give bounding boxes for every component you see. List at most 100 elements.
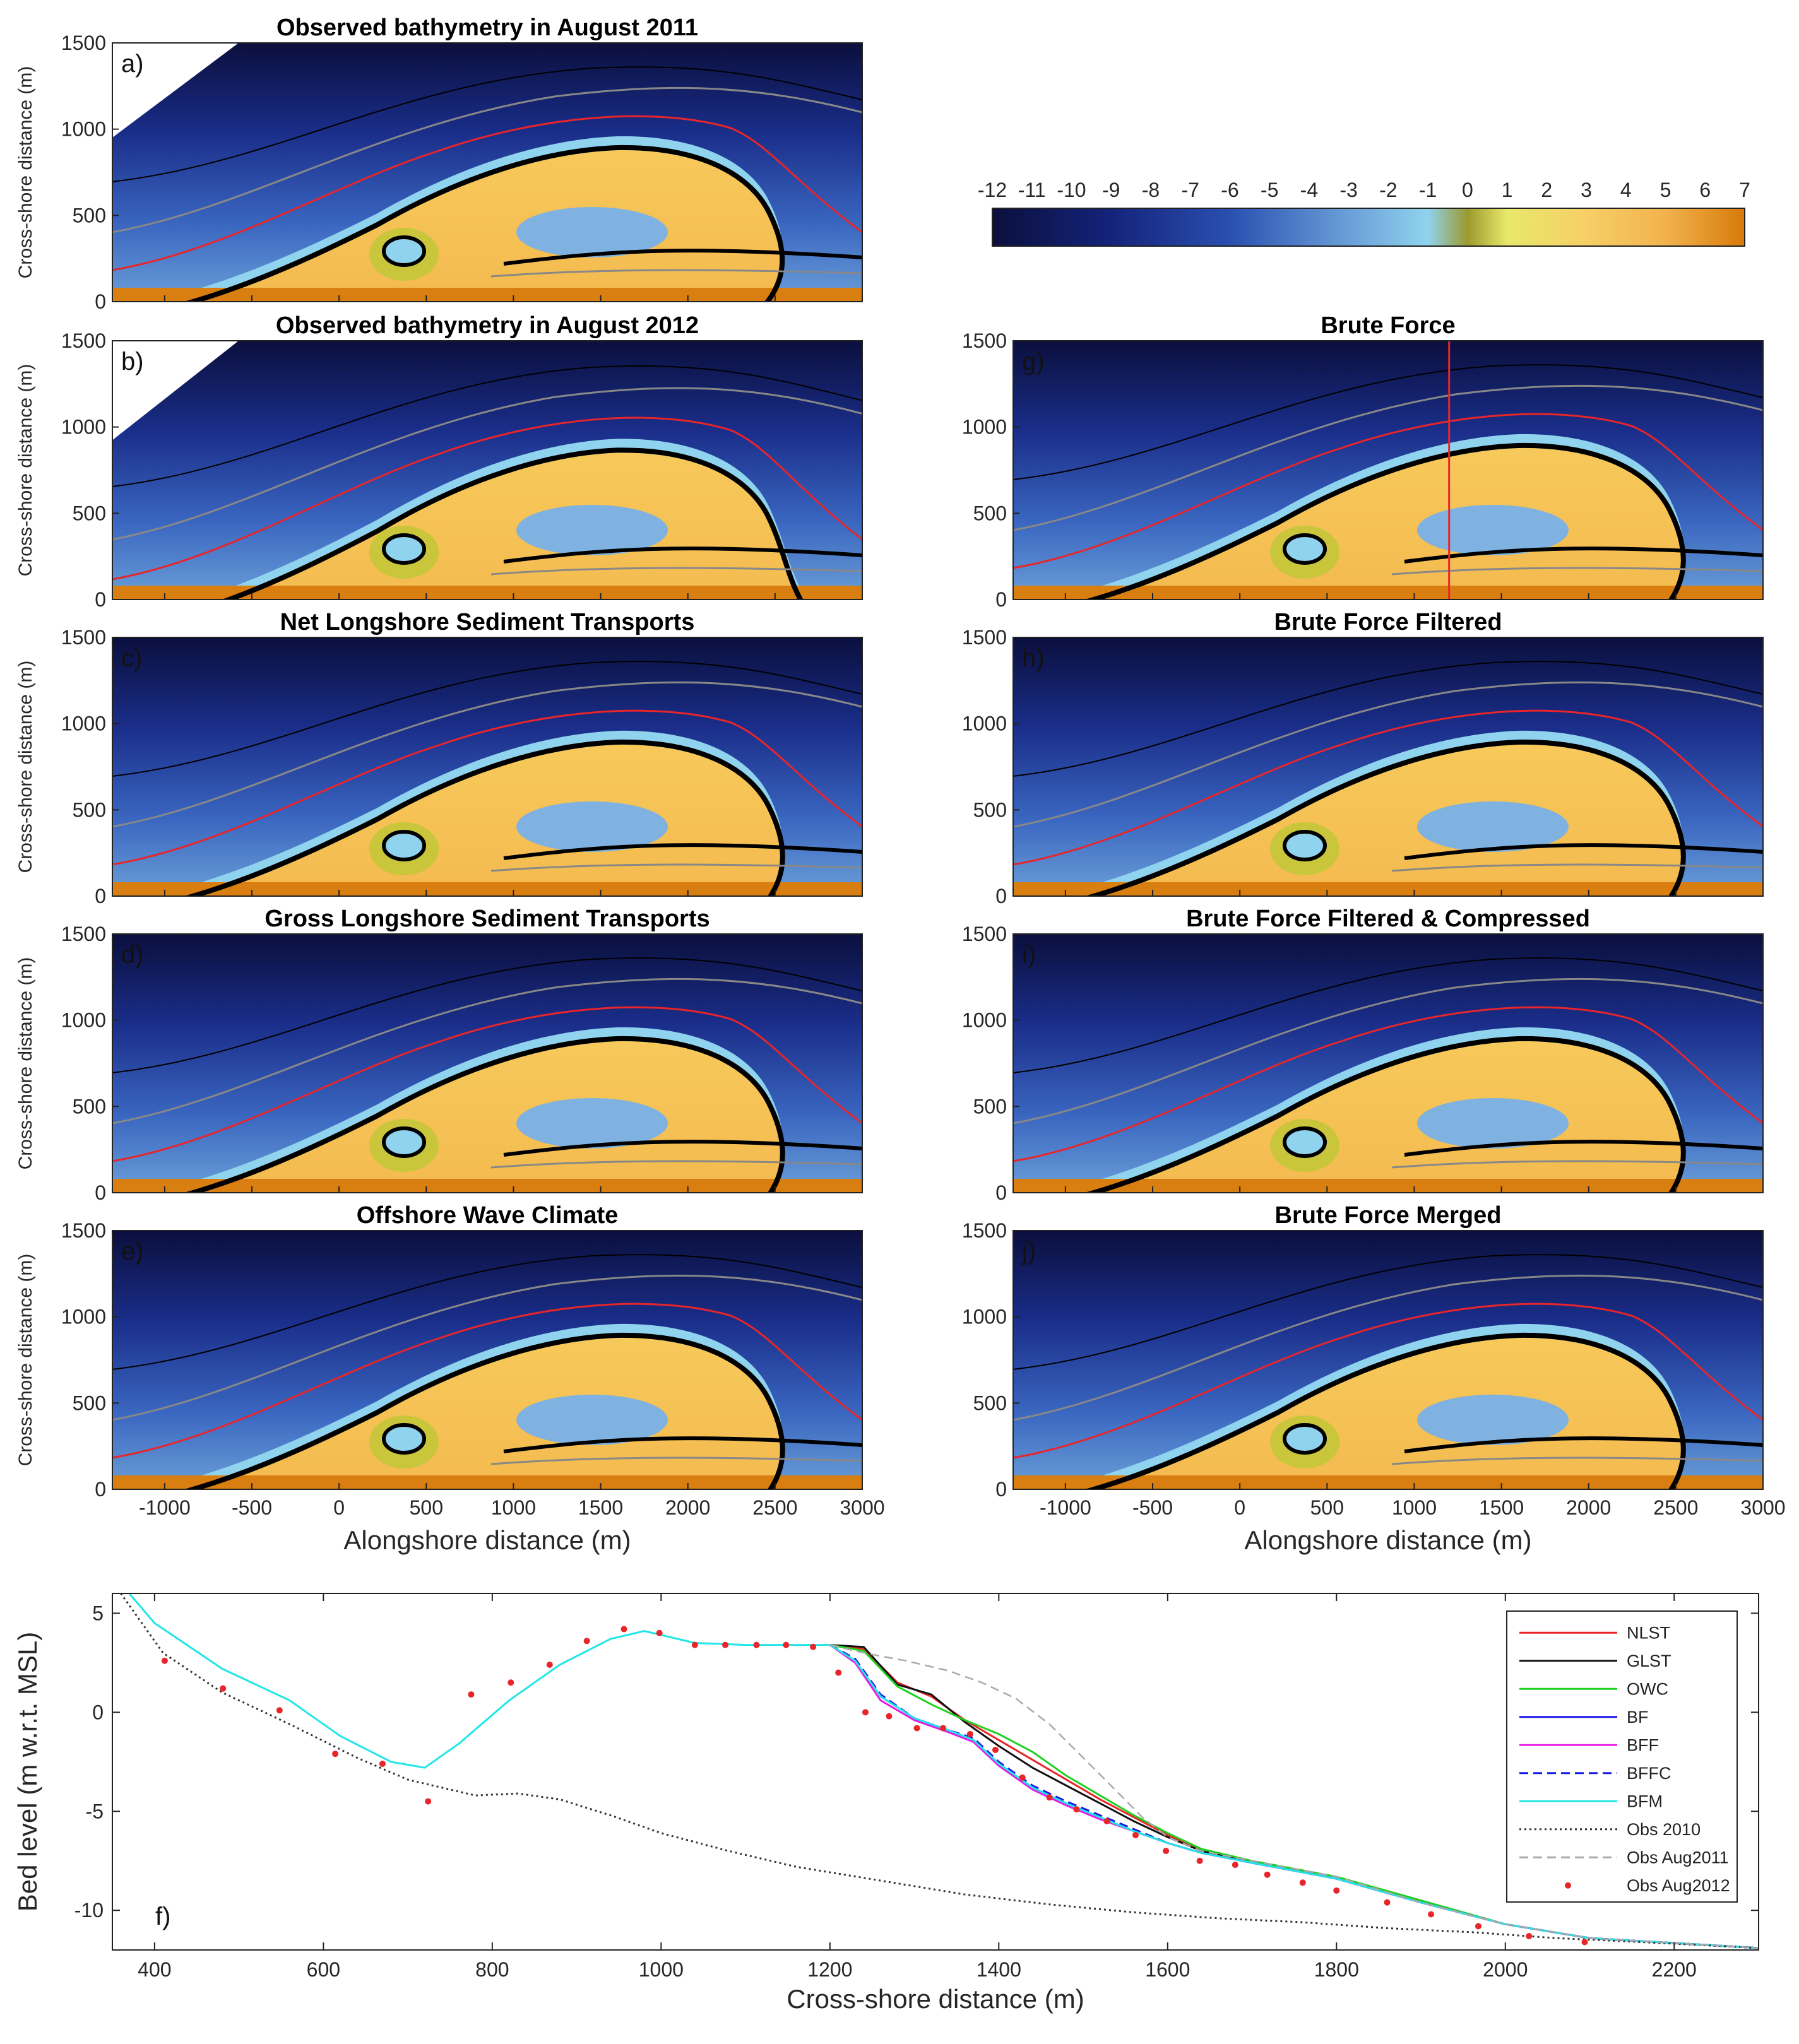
contour-lagoon-edge [503,546,862,564]
x-tick-label: 800 [475,1958,509,1981]
obs-aug2012-point [1526,1933,1533,1940]
y-tick-label: -5 [86,1800,104,1822]
beach-strip [1013,1179,1763,1193]
colorbar-tick-label: -4 [1300,179,1318,201]
legend-label: NLST [1627,1623,1670,1642]
sand-spit [201,744,783,896]
lagoon [516,505,668,555]
panel-content [112,43,862,302]
panel-content [112,637,862,896]
contour-black-offshore [1013,661,1763,777]
lagoon [1417,801,1569,852]
contour-gray [112,387,862,541]
panel-title: Observed bathymetry in August 2012 [276,312,699,339]
island-contour [382,235,426,267]
y-tick-label: 0 [95,588,106,611]
y-tick-label: 1000 [61,712,106,735]
contour-gray-inner [490,1160,862,1169]
panel-frame [1012,637,1764,897]
x-tick-label: -1000 [139,1496,191,1519]
colorbar: -12 -11 -10 -9 -8 -7 -6 -5 -4 -3 -2 -1 0 1 2 3 4 5 6 7 [978,179,1750,247]
y-tick-label: 500 [73,204,106,227]
beach-strip [1013,1475,1763,1489]
obs-aug2012-point [966,1730,973,1737]
contour-black-offshore [112,66,862,182]
contour-lagoon-edge [503,843,862,860]
panel-frame [112,340,863,600]
y-tick-label: 0 [95,885,106,907]
x-tick-label: 1200 [807,1958,852,1981]
y-tick-label: 500 [73,798,106,821]
obs-aug2012-point [1046,1794,1053,1801]
colorbar-tick-label: -12 [978,179,1007,201]
x-tick-label: 1500 [1479,1496,1524,1519]
series-line-bfm [128,1593,1759,1949]
panel-letter: e) [121,1238,144,1265]
beach-strip [1013,586,1763,600]
contour-gray-inner [490,1456,862,1465]
x-tick-label: 3000 [840,1496,884,1519]
contour-zero-thick [1084,1036,1686,1193]
beach-strip [112,288,862,302]
obs-aug2012-point [835,1669,842,1676]
map-panel: Brute Force Filtered & Compressed i) 0 500 1… [962,906,1764,1204]
island-pool [384,535,424,563]
panel-letter: b) [121,348,144,375]
y-tick-label: 1000 [962,416,1007,439]
panel-title: Net Longshore Sediment Transports [280,609,695,635]
map-panel: Observed bathymetry in August 2011 a) 0 500… [15,15,863,313]
contour-gray-inner [490,863,862,872]
contour-lagoon-edge [1404,1436,1763,1453]
map-panel: Brute Force g) 0 500 1000 1500 [962,312,1764,611]
legend-swatch [1565,1882,1571,1889]
legend-label: BF [1627,1708,1649,1727]
contour-red [1013,413,1763,569]
y-tick-label: 1500 [962,923,1007,945]
y-tick-label: -10 [74,1899,104,1922]
lagoon [1417,505,1569,555]
x-tick-label: 0 [1234,1496,1245,1519]
contour-zero-thick [1084,739,1686,896]
panel-frame [112,933,863,1193]
sand-spit [201,1337,783,1489]
beach-strip [112,586,862,600]
obs-aug2012-point [620,1626,627,1633]
y-tick-label: 1000 [61,118,106,141]
map-panel: Offshore Wave Climate e) 0 500 1000 1500 Cross… [15,1202,885,1555]
obs-aug2012-point [379,1760,386,1767]
y-tick-label: 0 [92,1701,104,1723]
legend-label: OWC [1627,1679,1668,1698]
series-lines [120,1593,1759,1949]
colorbar-tick-label: 1 [1502,179,1513,201]
obs-aug2012-point [1019,1774,1026,1781]
sand-spit [201,1041,783,1193]
y-tick-label: 1500 [61,923,106,945]
contour-gray-inner [490,567,862,576]
obs-aug2012-point [691,1641,698,1648]
lagoon [516,1098,668,1149]
contour-lagoon-edge [1404,843,1763,860]
colorbar-tick-label: 7 [1739,179,1750,201]
island-pool [384,1425,424,1453]
panel-title: Brute Force [1321,312,1455,339]
obs-aug2012-point [1475,1923,1481,1930]
panel-frame [1012,340,1764,600]
obs-aug2012-point [862,1709,869,1716]
obs-aug2012-point [1073,1806,1080,1813]
obs-aug2012-point [276,1707,283,1714]
y-tick-label: 500 [973,1095,1007,1118]
contour-red [1013,1006,1763,1162]
map-panels: Observed bathymetry in August 2011a)0500… [15,15,1786,1555]
contour-gray-inner [490,269,862,278]
island-pool [1285,832,1325,860]
contour-black-offshore [112,1254,862,1370]
map-panel: Observed bathymetry in August 2012 b) 0 500… [15,312,863,611]
y-tick-label: 1000 [962,1306,1007,1328]
contour-red [112,115,862,271]
lagoon [1417,1395,1569,1445]
panel-letter: i) [1022,941,1036,969]
panel-frame [112,1230,863,1490]
colorbar-tick-label: -9 [1102,179,1120,201]
y-tick-label: 1500 [962,626,1007,649]
contour-gray-inner [1391,567,1763,576]
